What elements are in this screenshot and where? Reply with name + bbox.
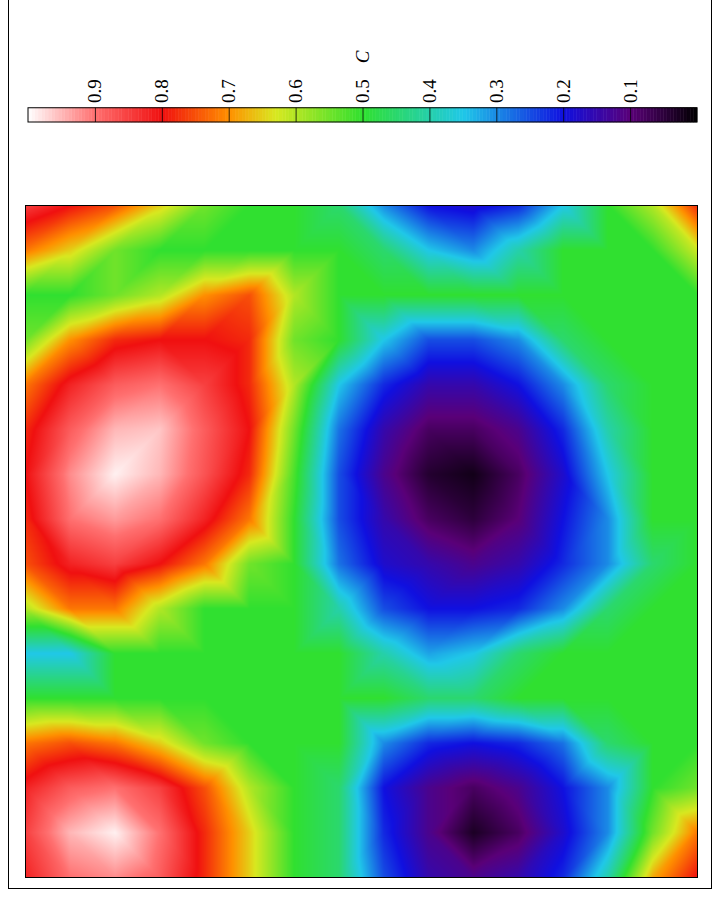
svg-text:0.2: 0.2 (553, 79, 574, 103)
svg-text:C: C (352, 50, 373, 63)
svg-text:0.3: 0.3 (486, 79, 507, 103)
svg-text:0.8: 0.8 (151, 79, 172, 103)
svg-text:0.1: 0.1 (620, 79, 641, 103)
svg-text:0.9: 0.9 (84, 79, 105, 103)
svg-text:0.5: 0.5 (352, 79, 373, 103)
svg-text:0.6: 0.6 (285, 79, 306, 103)
svg-text:0.4: 0.4 (419, 79, 440, 103)
svg-text:0.7: 0.7 (218, 79, 239, 103)
